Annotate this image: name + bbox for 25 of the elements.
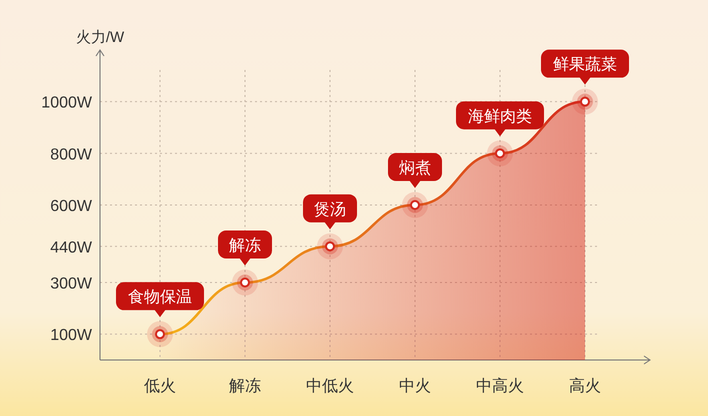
y-tick-label: 440W [50, 239, 93, 256]
y-tick-label: 300W [50, 276, 93, 292]
x-tick-label: 低火 [144, 377, 176, 395]
x-tick-label: 中低火 [306, 377, 354, 395]
y-axis-title: 火力/W [76, 29, 126, 46]
y-tick-label: 1000W [41, 94, 93, 112]
y-tick-label: 800W [50, 146, 93, 164]
x-tick-label: 解冻 [229, 377, 261, 395]
y-tick-label: 100W [50, 327, 93, 344]
x-tick-label: 中火 [399, 377, 431, 395]
callout: 食物保温 [116, 282, 204, 318]
annotation: 海鲜肉类 [468, 107, 532, 126]
callout: 煲汤 [303, 194, 357, 230]
callout: 焖煮 [388, 153, 442, 188]
x-tick-label: 中高火 [476, 377, 524, 395]
callout: 解冻 [218, 230, 272, 266]
callout: 鲜果蔬菜 [541, 50, 629, 85]
annotation: 食物保温 [128, 288, 192, 306]
annotation: 焖煮 [399, 159, 431, 177]
annotation: 煲汤 [314, 201, 346, 218]
callout: 海鲜肉类 [456, 101, 544, 136]
x-tick-label: 高火 [569, 377, 601, 395]
annotation: 解冻 [229, 236, 261, 254]
annotation: 鲜果蔬菜 [553, 56, 617, 74]
y-tick-label: 600W [50, 198, 93, 215]
